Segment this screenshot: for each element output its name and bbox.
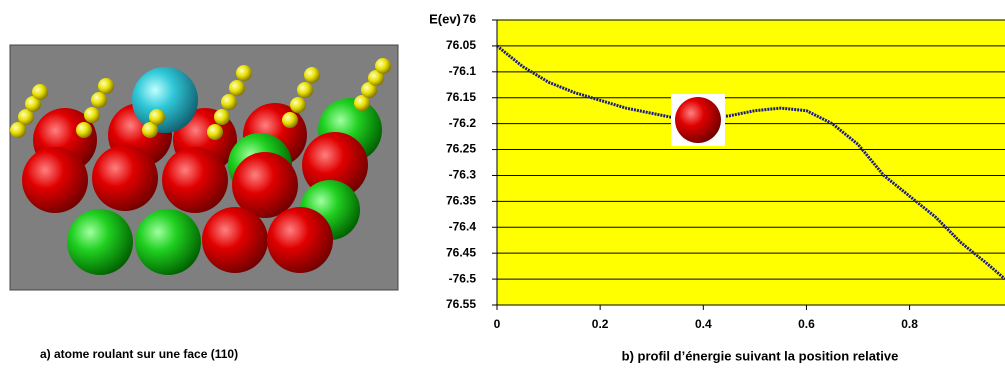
atom-image [9, 44, 399, 291]
y-tick-label: -76.1 [449, 64, 477, 78]
y-tick-label: -76.2 [449, 116, 477, 130]
y-tick-label: -76.3 [449, 168, 477, 182]
y-tick-label: 76.25 [446, 142, 476, 156]
rolling-atom-icon [671, 94, 725, 146]
y-tick-label: 76.55 [446, 297, 476, 311]
x-tick-label: 0.6 [798, 317, 815, 331]
y-tick-label: 76 [463, 12, 477, 26]
data-line [496, 44, 1005, 281]
x-tick-label: 0.4 [695, 317, 712, 331]
x-tick-label: 0 [494, 317, 501, 331]
y-tick-label: 76.45 [446, 245, 476, 259]
image-caption: a) atome roulant sur une face (110) [40, 347, 238, 361]
y-tick-label: 76.05 [446, 38, 476, 52]
y-tick-label: 76.35 [446, 194, 476, 208]
x-tick-label: 0.8 [901, 317, 918, 331]
y-axis-label: E(ev) [429, 11, 461, 26]
atom [675, 97, 721, 143]
x-tick-label: 0.2 [592, 317, 609, 331]
y-tick-label: -76.5 [449, 271, 477, 285]
plot-background [497, 20, 1005, 305]
y-tick-label: 76.15 [446, 90, 476, 104]
plot: 76 76.05 -76.1 76.15 -76.2 76.25 -76.3 76.35 -76… [446, 12, 1005, 331]
y-tick-label: -76.4 [449, 219, 477, 233]
x-axis-label: b) profil d’énergie suivant la position … [622, 348, 899, 363]
